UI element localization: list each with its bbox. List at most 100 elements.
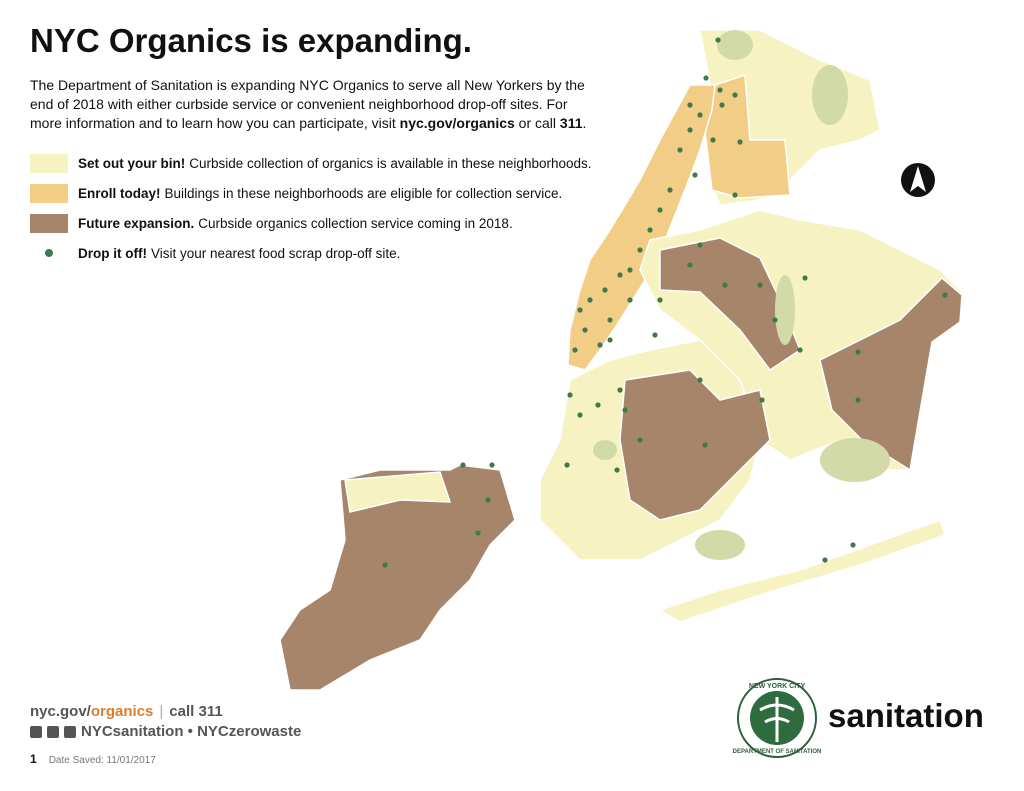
drop-off-site (692, 172, 698, 178)
footer-url[interactable]: nyc.gov/organics (30, 703, 153, 720)
drop-off-site (617, 272, 623, 278)
park (812, 65, 848, 125)
legend-label: Future expansion. (78, 215, 195, 231)
drop-off-site (657, 297, 663, 303)
drop-off-site (602, 287, 608, 293)
park (775, 275, 795, 345)
title: NYC Organics is expanding. (30, 22, 472, 59)
separator: | (159, 703, 164, 720)
drop-off-site (577, 307, 583, 313)
parks (593, 30, 890, 560)
drop-off-site (719, 102, 725, 108)
intro-link[interactable]: nyc.gov/organics (399, 115, 515, 131)
drop-off-site (607, 317, 613, 323)
drop-off-site (710, 137, 716, 143)
drop-off-site (577, 412, 583, 418)
intro-text: . (582, 115, 587, 131)
drop-off-site (617, 387, 623, 393)
drop-off-site (687, 102, 693, 108)
drop-off-site (587, 297, 593, 303)
legend-text: Visit your nearest food scrap drop-off s… (150, 245, 401, 261)
drop-off-site (855, 349, 861, 355)
drop-off-site (759, 397, 765, 403)
drop-off-site (737, 139, 743, 145)
drop-off-site (802, 275, 808, 281)
footer-call: call 311 (169, 703, 223, 720)
legend-text: Curbside organics collection service com… (198, 215, 513, 231)
footer-meta: 1 Date Saved: 11/01/2017 (30, 752, 156, 766)
drop-off-site (582, 327, 588, 333)
drop-off-site (697, 112, 703, 118)
twitter-icon[interactable] (47, 725, 59, 738)
legend-swatch (30, 183, 68, 203)
logo-ring-bottom: DEPARTMENT OF SANITATION (733, 749, 822, 755)
drop-off-site (850, 542, 856, 548)
drop-off-site (652, 332, 658, 338)
footer-social: NYCsanitation • NYCzerowaste (30, 723, 301, 740)
brooklyn-future (619, 369, 771, 521)
staten-island (279, 464, 516, 691)
drop-off-site (702, 442, 708, 448)
intro-phone: 311 (559, 115, 583, 131)
drop-off-site (732, 192, 738, 198)
drop-off-site (657, 207, 663, 213)
queens-future (659, 237, 801, 372)
logo-ring-top: NEW YORK CITY (749, 683, 806, 690)
date-saved: Date Saved: 11/01/2017 (48, 755, 156, 766)
drop-off-site (647, 227, 653, 233)
drop-off-site (572, 347, 578, 353)
drop-off-site (637, 437, 643, 443)
instagram-icon[interactable] (64, 725, 76, 738)
legend-item: Set out your bin! Curbside collection of … (30, 148, 592, 178)
park (820, 438, 890, 482)
legend-swatch (30, 153, 68, 173)
drop-off-site (732, 92, 738, 98)
drop-off-site (717, 87, 723, 93)
legend-text: Buildings in these neighborhoods are eli… (164, 185, 563, 201)
drop-off-site (382, 562, 388, 568)
park (695, 530, 745, 560)
drop-off-site (797, 347, 803, 353)
drop-off-site (667, 187, 673, 193)
drop-off-site (489, 462, 495, 468)
staten-island-north (344, 471, 452, 513)
facebook-icon[interactable] (30, 725, 42, 738)
drop-off-site (460, 462, 466, 468)
drop-off-site (697, 242, 703, 248)
drop-off-site (855, 397, 861, 403)
queens-future-east (819, 276, 963, 472)
park (717, 30, 753, 60)
drop-off-site (697, 377, 703, 383)
logo: NEW YORK CITY DEPARTMENT OF SANITATION (733, 678, 822, 758)
legend: Set out your bin! Curbside collection of … (30, 148, 592, 268)
url-prefix: nyc.gov/ (30, 703, 91, 720)
intro: The Department of Sanitation is expandin… (30, 76, 590, 133)
social-handles: NYCsanitation • NYCzerowaste (81, 723, 302, 740)
drop-off-site (703, 75, 709, 81)
legend-dot (45, 249, 53, 257)
drop-off-site (687, 262, 693, 268)
url-suffix: organics (90, 703, 154, 720)
drop-off-site (595, 402, 601, 408)
legend-item: Enroll today! Buildings in these neighbor… (30, 178, 592, 208)
intro-text: or call (514, 115, 560, 131)
drop-off-site (475, 530, 481, 536)
legend-item: Future expansion. Curbside organics colle… (30, 208, 592, 238)
page-number: 1 (30, 752, 37, 766)
drop-off-site (715, 37, 721, 43)
legend-text: Curbside collection of organics is avail… (189, 155, 592, 171)
drop-off-site (564, 462, 570, 468)
legend-label: Drop it off! (78, 245, 147, 261)
drop-off-site (627, 267, 633, 273)
park (593, 440, 617, 460)
drop-off-site (622, 407, 628, 413)
wordmark: sanitation (828, 697, 984, 734)
drop-off-site (677, 147, 683, 153)
drop-off-site (627, 297, 633, 303)
legend-label: Enroll today! (78, 185, 161, 201)
manhattan (567, 84, 716, 371)
drop-off-site (722, 282, 728, 288)
drop-off-site (687, 127, 693, 133)
